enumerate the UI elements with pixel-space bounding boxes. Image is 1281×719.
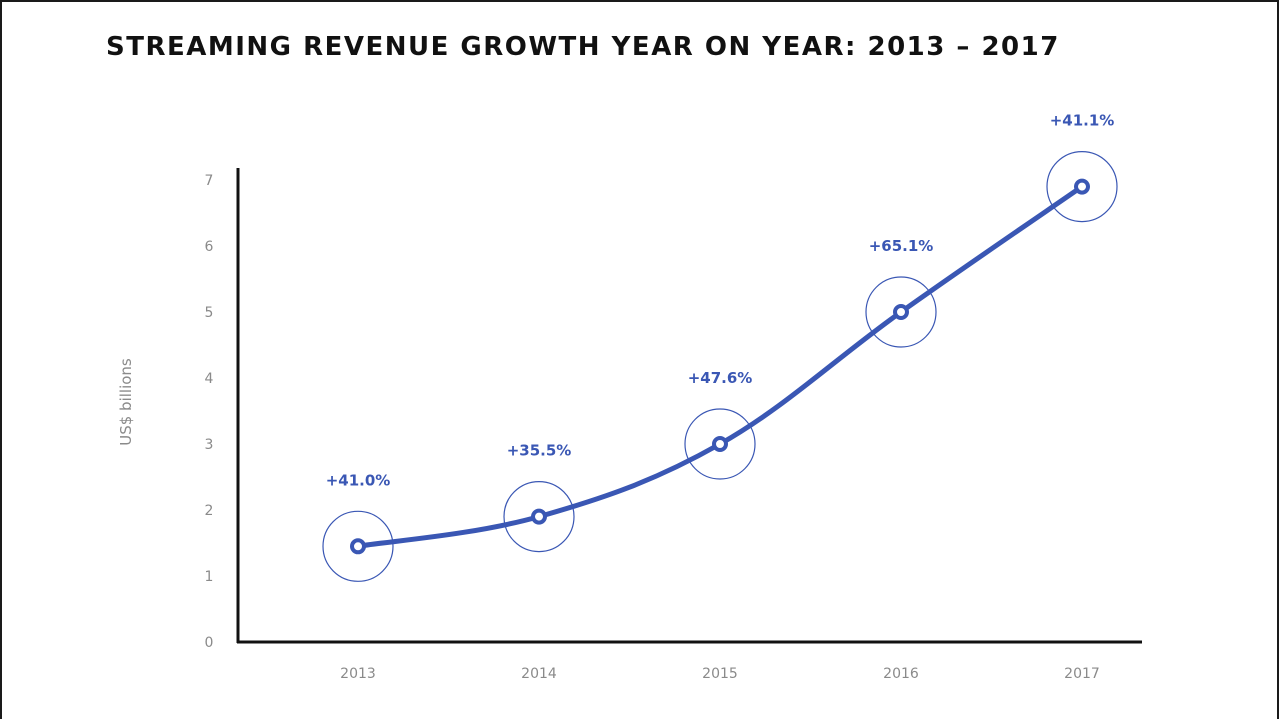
y-tick-label: 0 bbox=[205, 635, 214, 651]
data-label: +41.1% bbox=[1050, 112, 1115, 130]
y-tick-label: 6 bbox=[205, 239, 214, 255]
point-halos bbox=[322, 151, 1118, 582]
data-label: +65.1% bbox=[869, 237, 934, 255]
point-halo bbox=[684, 408, 756, 480]
x-tick-label: 2014 bbox=[521, 666, 557, 682]
y-tick-label: 3 bbox=[205, 437, 214, 453]
y-tick-label: 7 bbox=[205, 173, 214, 189]
data-label: +47.6% bbox=[688, 369, 753, 387]
data-label: +41.0% bbox=[326, 471, 391, 489]
y-tick-label: 5 bbox=[205, 305, 214, 321]
data-point bbox=[893, 304, 909, 320]
data-point bbox=[531, 508, 547, 525]
y-tick-labels: 0 1 2 3 4 5 6 7 bbox=[205, 173, 214, 651]
y-axis-title: US$ billions bbox=[117, 358, 135, 446]
y-tick-label: 1 bbox=[205, 569, 214, 585]
data-points bbox=[350, 178, 1090, 555]
axes bbox=[236, 168, 1142, 644]
x-tick-labels: 2013 2014 2015 2016 2017 bbox=[340, 666, 1100, 682]
chart-title: STREAMING REVENUE GROWTH YEAR ON YEAR: 2… bbox=[106, 32, 1060, 62]
series-line bbox=[355, 184, 1085, 549]
data-labels: +41.0% +35.5% +47.6% +65.1% +41.1% bbox=[326, 112, 1115, 490]
data-point bbox=[1074, 178, 1090, 195]
x-tick-label: 2016 bbox=[883, 666, 919, 682]
point-halo bbox=[503, 480, 575, 553]
x-tick-label: 2013 bbox=[340, 666, 376, 682]
point-halo bbox=[1046, 151, 1118, 223]
data-point bbox=[712, 436, 728, 452]
x-tick-label: 2015 bbox=[702, 666, 738, 682]
point-halo bbox=[865, 276, 937, 348]
y-tick-label: 4 bbox=[205, 371, 214, 387]
data-label: +35.5% bbox=[507, 442, 572, 460]
point-halo bbox=[322, 510, 394, 582]
y-tick-label: 2 bbox=[205, 503, 214, 519]
x-tick-label: 2017 bbox=[1064, 666, 1100, 682]
data-point bbox=[350, 538, 366, 555]
